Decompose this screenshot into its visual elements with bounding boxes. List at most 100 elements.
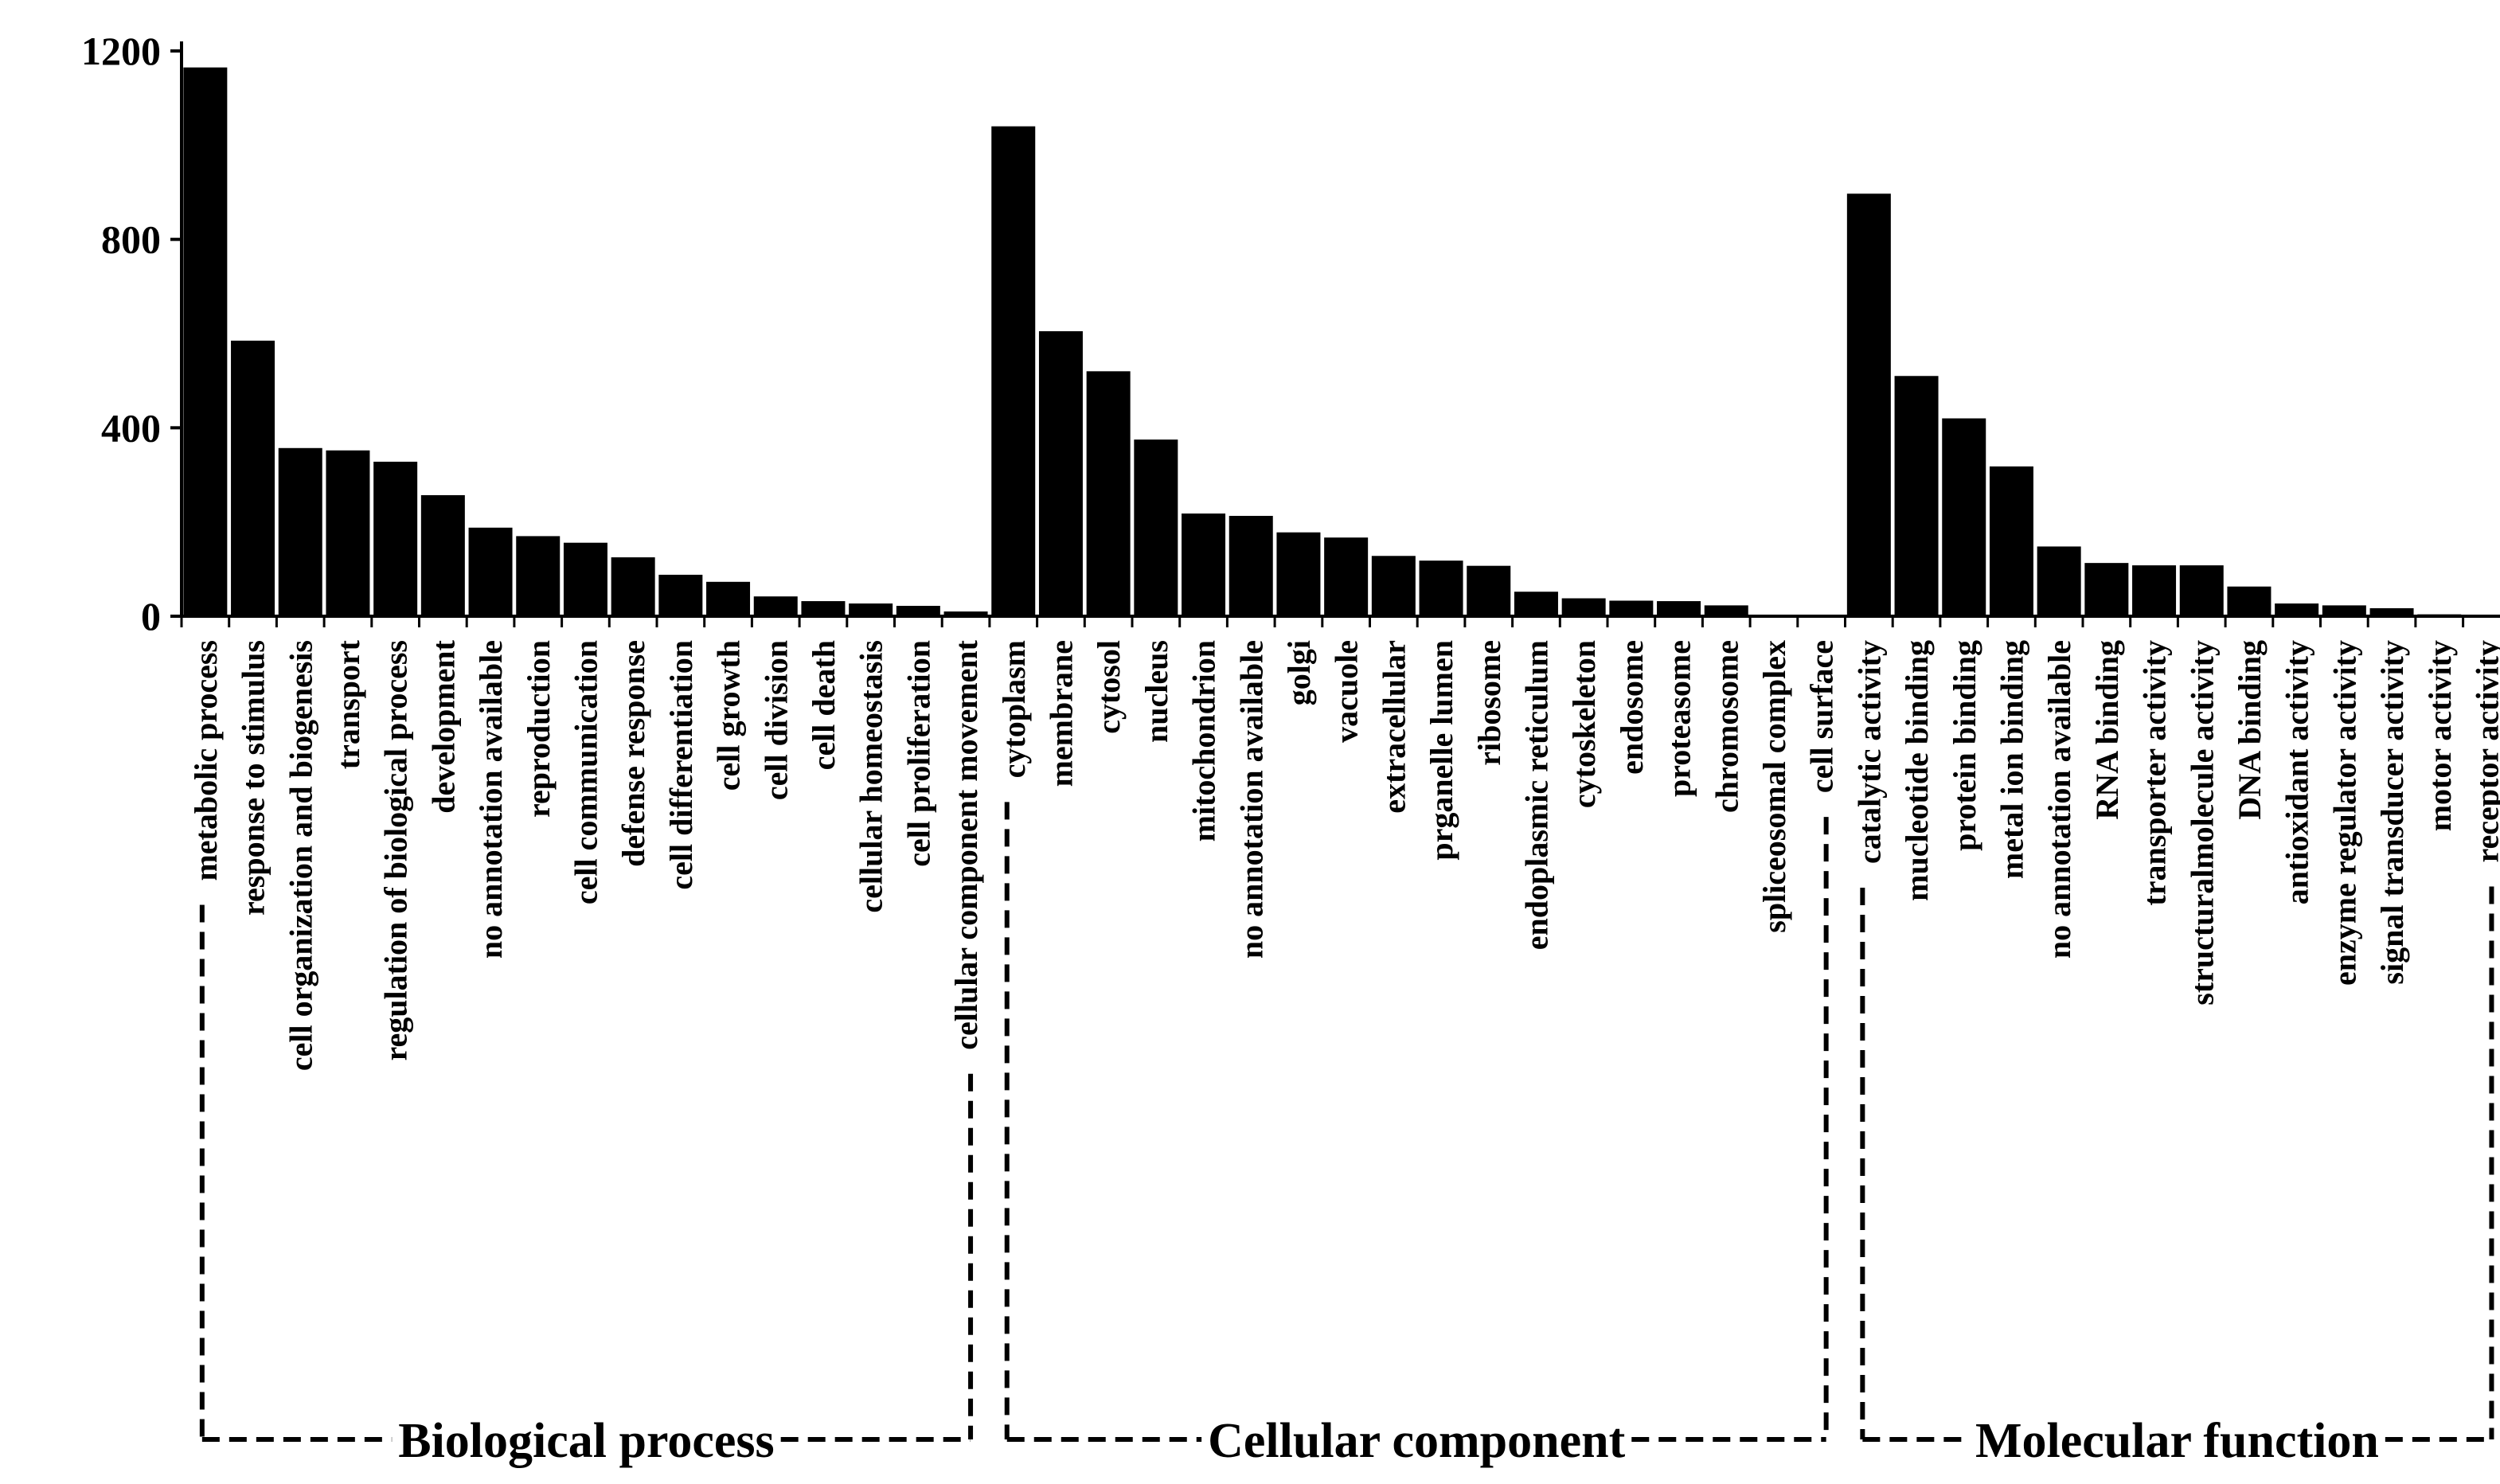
bar-membrane [1038, 331, 1083, 616]
category-label: cytoskeleton [1566, 640, 1602, 808]
category-label: metal ion binding [1994, 640, 2029, 879]
category-label: cell division [758, 640, 794, 800]
category-label: extracellular [1376, 640, 1412, 814]
bar-spliceosomal-complex [1752, 615, 1796, 616]
bar-transport [326, 450, 370, 616]
bar-rna-binding [2084, 563, 2129, 616]
bar-receptor-activity [2464, 615, 2500, 616]
bar-protein-binding [1942, 418, 1986, 616]
category-label: cytosol [1091, 640, 1127, 734]
category-label: cellular homeostasis [854, 640, 889, 913]
bar-golgi [1276, 532, 1321, 616]
bar-mucleotide-binding [1894, 376, 1939, 616]
bar-catalytic-activity [1846, 193, 1891, 616]
y-tick-label: 0 [141, 594, 161, 639]
bar-ribosome [1467, 565, 1511, 616]
category-label: structuralmolecule activity [2184, 640, 2220, 1006]
bar-proteasome [1657, 601, 1701, 616]
bar-response-to-stimulus [231, 340, 275, 616]
category-label: cellular component movement [948, 639, 984, 1049]
category-label: proteasome [1662, 640, 1697, 797]
category-label: prganelle lumen [1424, 640, 1459, 861]
group-label-biological-process: Biological process [398, 1414, 774, 1468]
bar-cell-growth [706, 581, 751, 616]
category-label: nucleus [1139, 640, 1174, 743]
bar-no-annotation-available [1229, 515, 1273, 616]
category-label: cell death [806, 640, 842, 770]
category-label: regulation of biological process [378, 640, 414, 1061]
bar-transporter-activity [2132, 565, 2177, 616]
bar-chromosome [1704, 605, 1748, 616]
category-label: reproduction [521, 640, 557, 818]
bar-cell-division [753, 596, 798, 616]
bar-metal-ion-binding [1989, 466, 2033, 616]
category-label: endoplasmic reticulum [1518, 640, 1554, 950]
bar-endoplasmic-reticulum [1514, 592, 1558, 616]
bar-cell-proliferation [896, 605, 940, 616]
category-label: defense response [615, 640, 651, 867]
category-label: ribosome [1471, 640, 1507, 766]
category-label: signal transducer activity [2374, 640, 2410, 985]
category-label: receptor activity [2469, 640, 2500, 863]
category-label: no annotation available [2041, 640, 2077, 959]
bar-extracellular [1371, 556, 1416, 616]
category-label: chromosome [1709, 640, 1744, 813]
category-label: cell proliferation [900, 640, 936, 867]
category-label: vacuole [1329, 640, 1365, 743]
category-label: RNA binding [2089, 640, 2125, 820]
category-label: transport [330, 639, 366, 769]
category-label: no annotation available [1233, 640, 1269, 959]
group-label-cellular-component: Cellular component [1208, 1414, 1625, 1468]
category-label: membrane [1043, 640, 1079, 787]
category-label: antioxidant activity [2279, 640, 2315, 904]
category-label: DNA binding [2232, 640, 2268, 820]
bar-cytoskeleton [1561, 598, 1606, 616]
category-label: catalytic activity [1851, 640, 1887, 864]
bar-reproduction [516, 536, 561, 616]
bar-nucleus [1134, 439, 1178, 616]
category-label: enzyme regulator activity [2326, 640, 2362, 986]
bar-endosome [1609, 600, 1654, 616]
bar-structuralmolecule-activity [2179, 565, 2224, 616]
bar-signal-transducer-activity [2369, 607, 2414, 616]
category-label: protein binding [1947, 640, 1982, 851]
bar-enzyme-regulator-activity [2322, 605, 2366, 616]
bar-antioxidant-activity [2275, 603, 2319, 616]
bar-no-annotation-available [2037, 546, 2081, 616]
category-label: no annotation available [473, 640, 509, 959]
bar-cytosol [1086, 371, 1131, 616]
bar-cell-organization-and-biogenesis [278, 447, 322, 616]
category-label: motor activity [2422, 640, 2458, 831]
bar-metabolic-process [183, 67, 228, 617]
category-label: cell growth [711, 640, 747, 791]
category-label: endosome [1614, 640, 1650, 775]
y-tick-label: 800 [101, 217, 161, 262]
bar-cell-differentiation [658, 574, 703, 616]
bar-mitochondrion [1182, 514, 1226, 616]
category-label: response to stimulus [236, 640, 271, 916]
bar-cytoplasm [991, 126, 1036, 616]
category-label: transporter activity [2137, 640, 2173, 906]
group-label-molecular-function: Molecular function [1975, 1414, 2379, 1468]
category-label: cell organization and biogenesis [283, 640, 318, 1071]
bar-motor-activity [2417, 614, 2462, 616]
bar-cell-death [801, 601, 846, 616]
category-label: mitochondrion [1186, 640, 1222, 842]
category-label: spliceosomal complex [1756, 640, 1792, 933]
y-tick-label: 400 [101, 405, 161, 450]
bar-cellular-homeostasis [849, 603, 893, 616]
bar-no-annotation-available [468, 527, 513, 616]
bar-cellular-component-movement [943, 611, 988, 616]
bar-dna-binding [2227, 586, 2271, 616]
category-label: mucleotide binding [1899, 640, 1935, 901]
bar-prganelle-lumen [1419, 560, 1463, 616]
bar-development [420, 494, 465, 616]
category-label: metabolic process [188, 640, 224, 881]
bar-vacuole [1324, 537, 1369, 616]
bar-cell-surface [1799, 615, 1844, 616]
category-label: golgi [1281, 640, 1317, 705]
bar-defense-response [611, 557, 655, 616]
category-label: cytoplasm [996, 640, 1032, 778]
y-tick-label: 1200 [81, 29, 161, 73]
